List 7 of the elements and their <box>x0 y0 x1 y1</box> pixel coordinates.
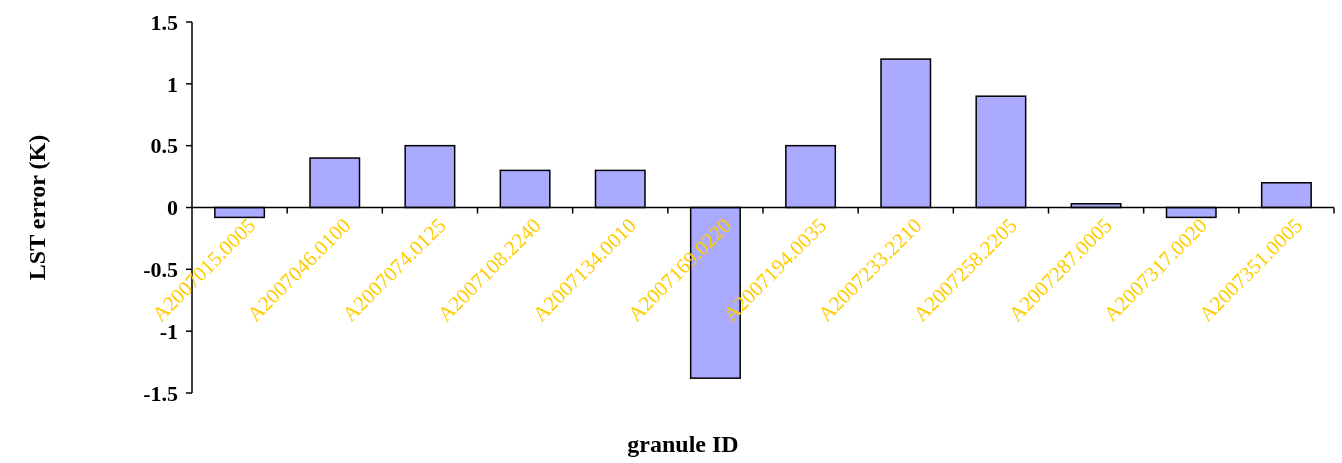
y-tick-label: 0.5 <box>150 133 178 159</box>
x-axis-title: granule ID <box>627 431 739 457</box>
y-axis-title: LST error (K) <box>24 134 50 281</box>
y-tick-label: 1.5 <box>150 9 178 35</box>
y-tick-label: 1 <box>167 71 178 97</box>
y-tick-label: 0 <box>167 195 178 221</box>
y-tick-label: -1.5 <box>143 380 178 406</box>
